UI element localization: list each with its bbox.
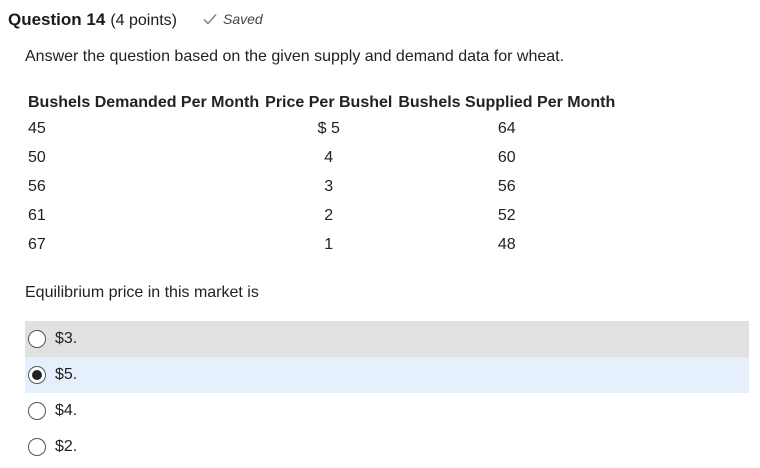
radio-button-selected[interactable]: [28, 366, 46, 384]
question-stem: Equilibrium price in this market is: [25, 284, 259, 301]
table-cell: 2: [324, 206, 334, 224]
option-label: $5.: [55, 366, 78, 383]
option-label: $4.: [55, 402, 78, 419]
table-row: 50 4 60: [25, 143, 618, 172]
option-label: $2.: [55, 438, 78, 455]
checkmark-icon: [203, 13, 217, 25]
radio-button[interactable]: [28, 438, 46, 456]
saved-label: Saved: [223, 11, 263, 27]
table-row: 45 $ 5 64: [25, 114, 618, 143]
radio-button[interactable]: [28, 330, 46, 348]
answer-option[interactable]: $2.: [25, 429, 749, 465]
question-header: Question 14 (4 points) Saved: [8, 10, 263, 30]
answer-options: $3. $5. $4. $2.: [25, 321, 749, 465]
answer-option[interactable]: $4.: [25, 393, 749, 429]
table-cell: 3: [324, 177, 334, 195]
table-cell: 48: [497, 235, 516, 253]
table-row: 67 1 48: [25, 230, 618, 259]
table-header-row: Bushels Demanded Per Month Price Per Bus…: [25, 92, 618, 114]
table-cell: 50: [28, 148, 46, 166]
table-cell: 64: [497, 119, 516, 137]
answer-option[interactable]: $3.: [25, 321, 749, 357]
option-label: $3.: [55, 330, 78, 347]
table-cell: 56: [28, 177, 46, 195]
supply-demand-table: Bushels Demanded Per Month Price Per Bus…: [25, 92, 618, 259]
column-header: Bushels Demanded Per Month: [28, 94, 260, 111]
table-cell: 60: [497, 148, 516, 166]
question-points: (4 points): [110, 12, 178, 29]
radio-dot-icon: [32, 370, 42, 380]
question-prompt: Answer the question based on the given s…: [25, 48, 565, 65]
table-cell: 1: [324, 235, 334, 253]
radio-button[interactable]: [28, 402, 46, 420]
answer-option[interactable]: $5.: [25, 357, 749, 393]
table-cell: 52: [497, 206, 516, 224]
table-cell: 67: [28, 235, 46, 253]
table-cell: 61: [28, 206, 46, 224]
table-cell: 4: [324, 148, 334, 166]
saved-status: Saved: [203, 11, 263, 27]
table-cell: 56: [497, 177, 516, 195]
table-cell: 45: [28, 119, 46, 137]
table-cell: $ 5: [317, 119, 340, 137]
table-row: 61 2 52: [25, 201, 618, 230]
column-header: Price Per Bushel: [265, 94, 393, 111]
column-header: Bushels Supplied Per Month: [398, 94, 616, 111]
question-title: Question 14: [8, 10, 106, 29]
table-row: 56 3 56: [25, 172, 618, 201]
